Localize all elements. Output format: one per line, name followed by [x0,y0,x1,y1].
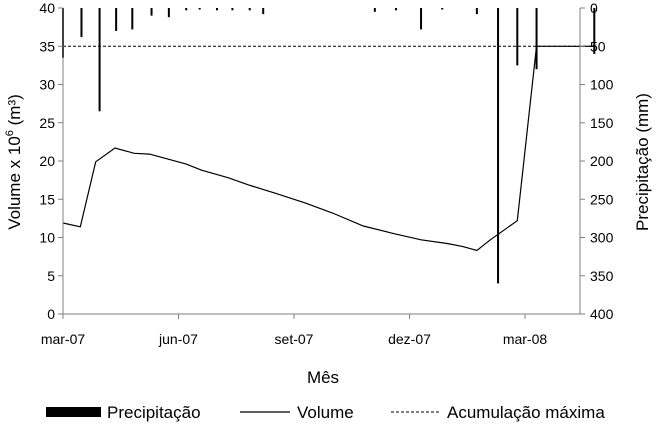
precipitation-bar [115,8,118,31]
right-tick-label: 350 [590,268,614,284]
legend-label-volume: Volume [297,403,354,422]
legend-label-max-accumulation: Acumulação máxima [447,403,605,422]
precipitation-bar [185,8,188,11]
left-axis-ticks: 0 5 10 15 20 25 30 35 40 [39,0,63,322]
plot-background [63,8,580,314]
right-tick-label: 200 [590,153,614,169]
left-tick-label: 0 [47,306,55,322]
precipitation-bar [98,8,101,112]
x-tick-label: dez-07 [388,331,431,347]
precipitation-bar [497,8,500,284]
right-axis-ticks: 0 50 100 150 200 250 300 350 400 [580,0,614,322]
y-left-axis-title: Volume x 106 (m³) [4,94,24,230]
right-tick-label: 100 [590,77,614,93]
y-left-title-unit: (m³) [5,94,24,130]
precipitation-bar [248,8,251,11]
precipitation-bar [216,8,218,11]
y-right-axis-title: Precipitação (mm) [633,93,652,231]
left-tick-label: 35 [39,38,55,54]
precipitation-bar [167,8,170,18]
precipitation-bar [441,8,444,10]
series-lines [62,45,595,252]
right-tick-label: 250 [590,191,614,207]
precipitation-bar [593,8,596,54]
x-tick-label: mar-08 [503,331,548,347]
left-tick-label: 30 [39,77,55,93]
right-tick-label: 150 [590,115,614,131]
precipitation-bar [395,8,398,11]
precipitation-bar [420,8,423,30]
plot-area [62,8,596,315]
left-tick-label: 20 [39,153,55,169]
x-tick-label: mar-07 [41,331,86,347]
legend-swatch-precipitation [46,407,101,417]
precipitation-bar [373,8,376,12]
right-tick-label: 0 [590,0,598,16]
legend: Precipitação Volume Acumulação máxima [46,403,605,422]
left-tick-label: 40 [39,0,55,16]
left-tick-label: 10 [39,230,55,246]
x-axis-ticks: mar-07 jun-07 set-07 dez-07 mar-08 [41,314,548,347]
left-tick-label: 5 [47,268,55,284]
right-tick-label: 300 [590,230,614,246]
x-tick-label: set-07 [275,331,314,347]
x-axis-title: Mês [307,368,339,387]
right-tick-label: 400 [590,306,614,322]
legend-label-precipitation: Precipitação [107,403,201,422]
left-tick-label: 25 [39,115,55,131]
y-left-title-main: Volume x 10 [5,136,24,230]
precipitation-bar [198,8,201,10]
precipitation-bar [475,8,478,15]
precipitation-bar [516,8,519,66]
precipitation-bar [150,8,153,16]
y-left-title-superscript: 6 [4,130,16,136]
precipitation-bar [262,8,265,15]
left-tick-label: 15 [39,191,55,207]
x-tick-label: jun-07 [158,331,198,347]
right-tick-label: 50 [590,38,606,54]
precipitation-bar [131,8,134,30]
precipitation-bar [80,8,83,38]
precipitation-bar [535,8,538,70]
volume-line [62,45,595,252]
precipitation-bar [231,8,234,11]
